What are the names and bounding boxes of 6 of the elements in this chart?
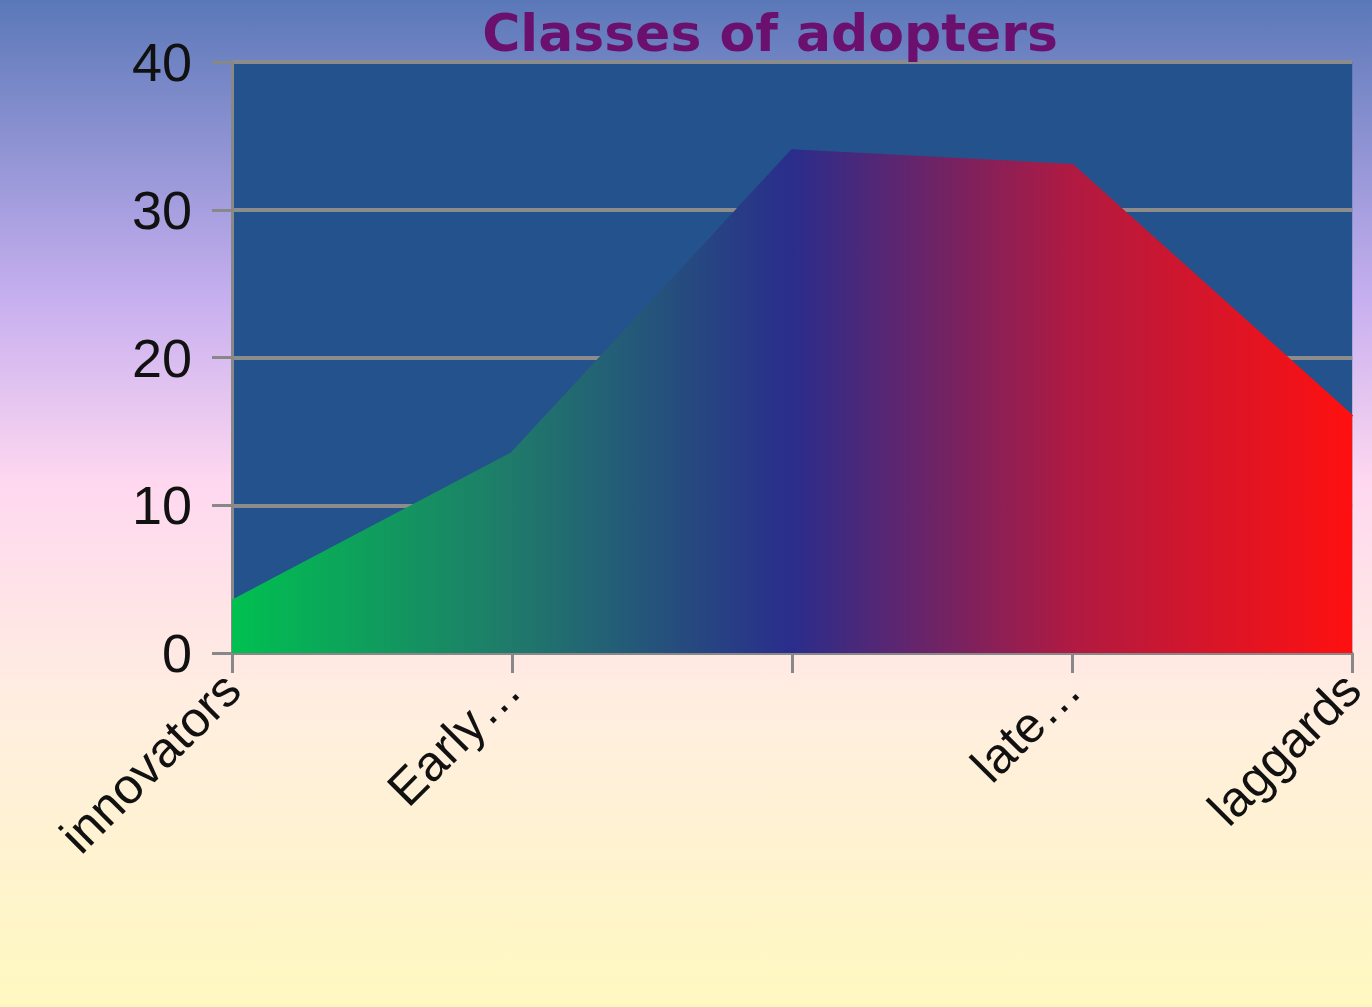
y-tick-label: 20 bbox=[131, 327, 192, 388]
y-tick-label: 10 bbox=[131, 475, 192, 536]
y-tick-label: 40 bbox=[131, 32, 192, 92]
y-tick-label: 30 bbox=[131, 179, 192, 240]
chart-title: Classes of adopters bbox=[482, 3, 1058, 63]
y-tick-label: 0 bbox=[161, 623, 192, 683]
